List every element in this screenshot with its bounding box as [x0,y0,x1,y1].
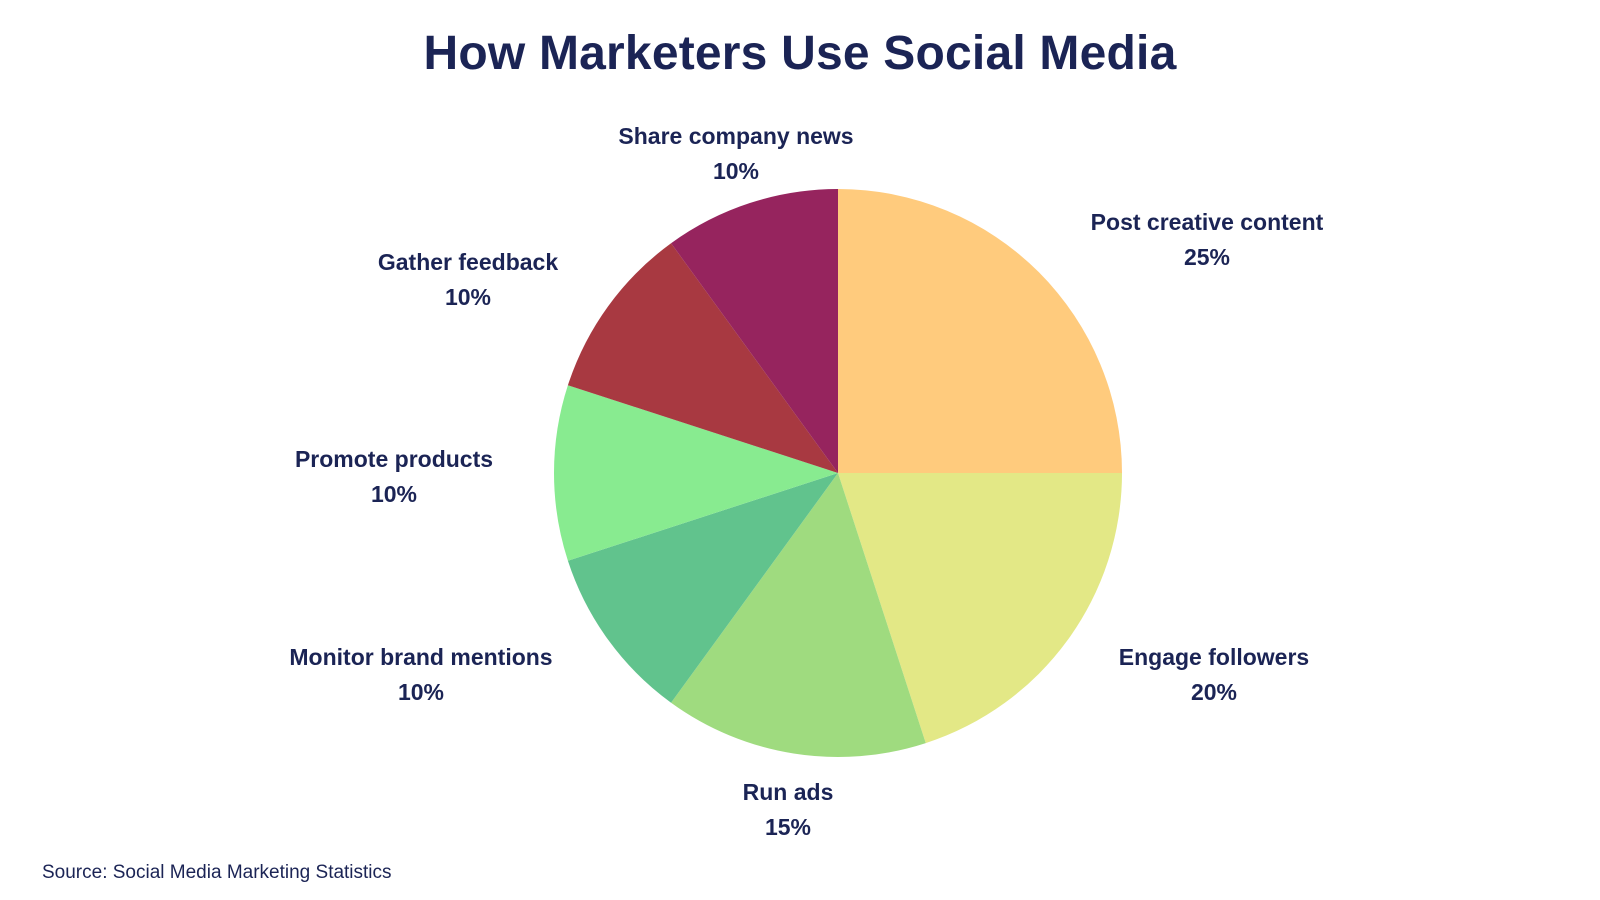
pie-slice-monitor-brand-mentions [567,473,838,703]
slice-label-text: Gather feedback [377,249,559,275]
slice-label-text: Promote products [294,446,494,472]
pie-slice-run-ads [671,473,926,757]
slice-label-text: Engage followers [1118,644,1310,670]
slice-label-value: 20% [1190,679,1238,705]
pie-slice-gather-feedback [567,243,838,473]
slice-label: Run ads 15% [743,775,834,845]
slice-label-value: 15% [764,814,812,840]
slice-label: Promote products 10% [295,442,493,512]
slice-label-value: 10% [712,158,760,184]
slice-label-text: Monitor brand mentions [289,644,553,670]
slice-label-value: 10% [370,481,418,507]
pie-slice-share-company-news [671,189,838,473]
source-note: Source: Social Media Marketing Statistic… [42,862,392,883]
slice-label-text: Post creative content [1090,209,1324,235]
pie-slice-engage-followers [838,473,1122,744]
slice-label: Post creative content 25% [1091,205,1324,275]
slice-label: Engage followers 20% [1119,640,1309,710]
pie-slice-post-creative-content [838,189,1122,473]
slice-label-text: Share company news [618,123,854,149]
slice-label-value: 10% [444,284,492,310]
slice-label: Share company news 10% [618,119,853,189]
pie-slice-promote-products [554,385,838,561]
slice-label: Monitor brand mentions 10% [289,640,552,710]
slice-label-value: 25% [1183,244,1231,270]
chart-title: How Marketers Use Social Media [423,27,1177,80]
slice-label-value: 10% [397,679,445,705]
slice-label: Gather feedback 10% [378,245,558,315]
slice-label-text: Run ads [742,779,834,805]
